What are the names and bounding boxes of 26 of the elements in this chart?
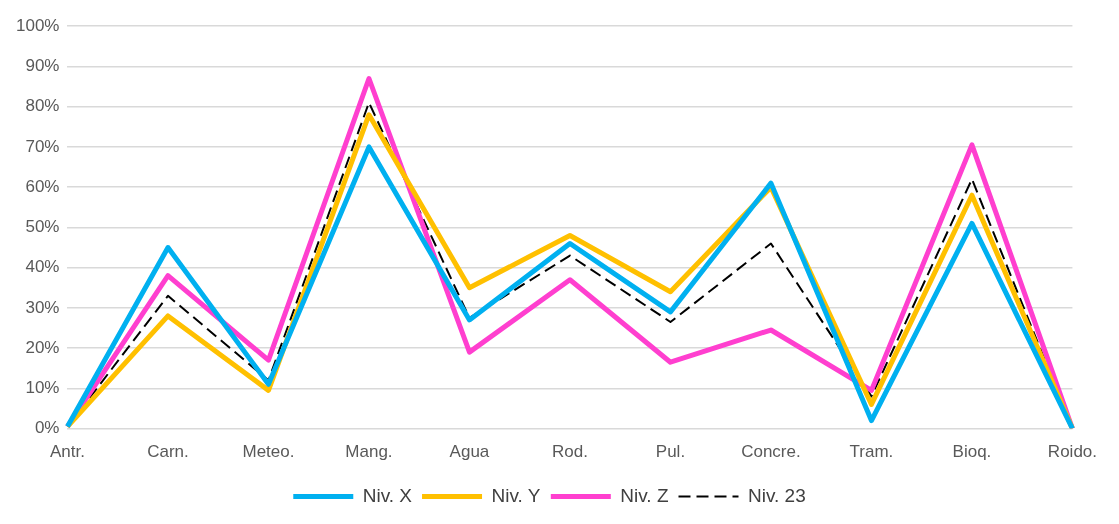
x-tick-label: Agua [449, 442, 490, 462]
x-tick-label: Meteo. [242, 442, 295, 462]
x-tick-label: Bioq. [952, 442, 992, 462]
legend-label: Niv. Z [620, 484, 669, 506]
y-tick-label: 10% [25, 378, 60, 398]
legend-label: Niv. X [362, 484, 413, 506]
y-tick-label: 40% [25, 257, 60, 277]
legend-label: Niv. 23 [748, 484, 806, 506]
x-tick-label: Concre. [741, 442, 801, 462]
x-tick-label: Mang. [345, 442, 393, 462]
y-tick-label: 90% [25, 56, 60, 76]
y-tick-label: 30% [25, 297, 60, 317]
x-tick-label: Antr. [50, 442, 85, 462]
y-tick-label: 100% [16, 15, 60, 35]
x-tick-label: Carn. [147, 442, 189, 462]
y-tick-label: 0% [34, 418, 60, 438]
x-tick-label: Roido. [1047, 442, 1097, 462]
x-tick-label: Pul. [655, 442, 686, 462]
y-tick-label: 20% [25, 337, 60, 357]
y-tick-label: 50% [25, 217, 60, 237]
x-tick-label: Tram. [849, 442, 894, 462]
y-tick-label: 70% [25, 136, 60, 156]
y-tick-label: 60% [25, 176, 60, 196]
legend-label: Niv. Y [491, 484, 541, 506]
y-tick-label: 80% [25, 96, 60, 116]
x-tick-label: Rod. [551, 442, 588, 462]
